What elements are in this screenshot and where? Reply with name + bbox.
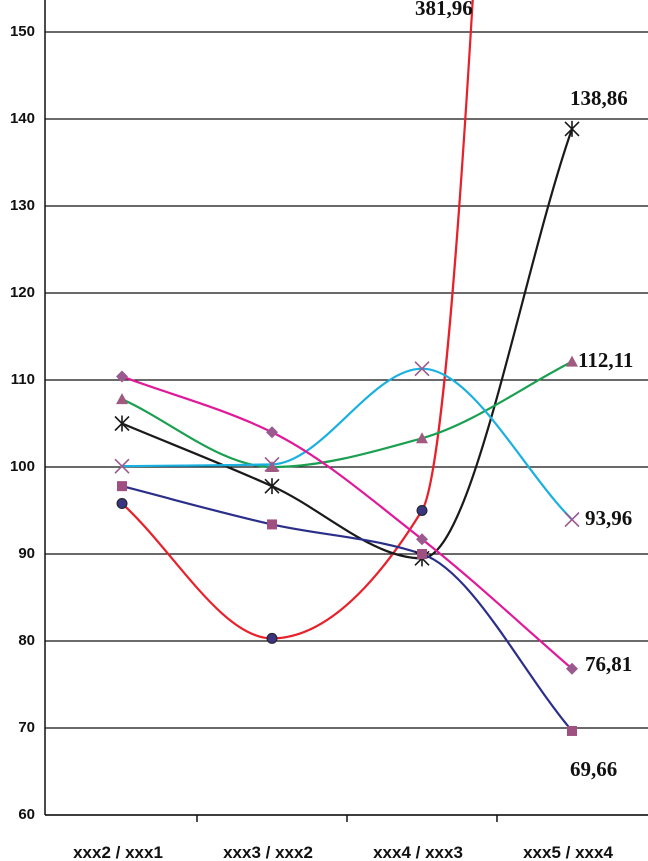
x-tick-label: xxx3 / xxx2 [223, 843, 313, 861]
series-line [121, 128, 574, 560]
marker [414, 361, 430, 377]
y-tick-label: 150 [10, 23, 35, 40]
y-tick-label: 90 [18, 545, 35, 562]
marker [116, 498, 128, 510]
marker [416, 533, 428, 546]
y-tick-label: 60 [18, 806, 35, 823]
marker [417, 549, 427, 559]
marker [264, 456, 280, 472]
y-tick-label: 80 [18, 632, 35, 649]
value-label: 112,11 [578, 348, 633, 372]
y-tick-label: 70 [18, 719, 35, 736]
marker [117, 481, 127, 492]
marker [116, 393, 128, 405]
value-label: 93,96 [585, 506, 632, 530]
x-tick-label: xxx4 / xxx3 [373, 843, 463, 861]
marker [264, 478, 280, 495]
series-line [121, 485, 573, 732]
marker [564, 120, 580, 137]
marker [567, 725, 577, 736]
grid [44, 0, 648, 822]
marker [267, 519, 277, 530]
overlay: 60 70 80 90 100 110 120 130 140 150 xxx2 / xxx1 xxx… [10, 0, 633, 861]
marker [266, 632, 278, 644]
marker [564, 511, 580, 528]
marker [114, 458, 130, 474]
x-tick-label: xxx2 / xxx1 [73, 843, 163, 861]
y-tick-label: 120 [10, 284, 35, 301]
value-label: 138,86 [570, 86, 628, 110]
value-label: 69,66 [570, 757, 617, 781]
marker [566, 355, 578, 367]
series-line [121, 360, 573, 469]
marker [114, 415, 130, 432]
series-line [121, 367, 573, 521]
marker [266, 426, 278, 439]
marker [416, 505, 428, 516]
x-tick-label: xxx5 / xxx4 [523, 843, 613, 861]
marker [116, 370, 128, 383]
marker [266, 461, 278, 472]
plot-area [121, 0, 574, 732]
y-tick-label: 100 [10, 458, 35, 475]
marker [416, 432, 428, 444]
marker [566, 662, 578, 675]
y-tick-label: 140 [10, 110, 35, 127]
series-line [121, 375, 573, 670]
series-line [121, 0, 474, 640]
y-tick-label: 130 [10, 197, 35, 214]
value-label: 381,96 [415, 0, 473, 20]
value-label: 76,81 [585, 652, 632, 676]
y-tick-label: 110 [11, 371, 35, 388]
